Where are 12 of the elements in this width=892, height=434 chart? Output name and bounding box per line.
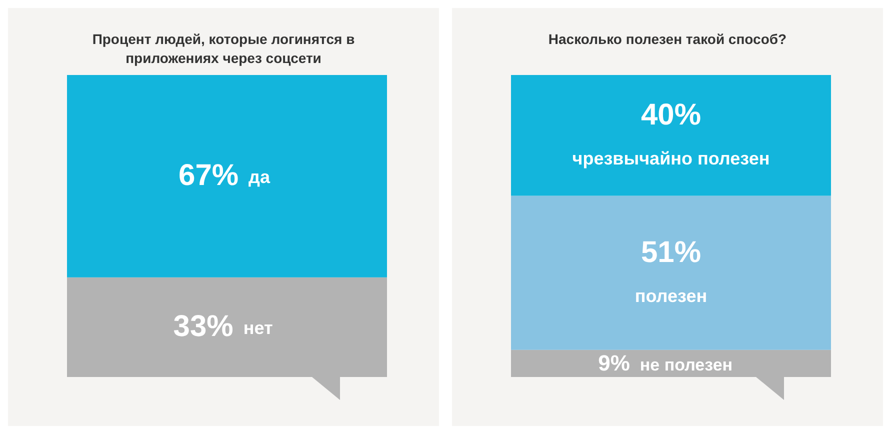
data-label: 9% [598, 350, 630, 376]
series-label: не полезен [640, 355, 733, 374]
data-label: 40% [640, 98, 702, 132]
data-label: 67% [178, 159, 239, 192]
series-label: чрезвычайно полезен [572, 148, 770, 168]
chart-title: Насколько полезен такой способ? [547, 30, 788, 49]
data-label: 33% [173, 310, 234, 344]
data-label: 51% [640, 236, 702, 269]
series-label: да [248, 167, 271, 188]
series-label: нет [243, 318, 273, 338]
chart-title: Процент людей, которые логинятся в приложениях через соцсети [91, 30, 356, 68]
series-label: полезен [634, 286, 708, 306]
